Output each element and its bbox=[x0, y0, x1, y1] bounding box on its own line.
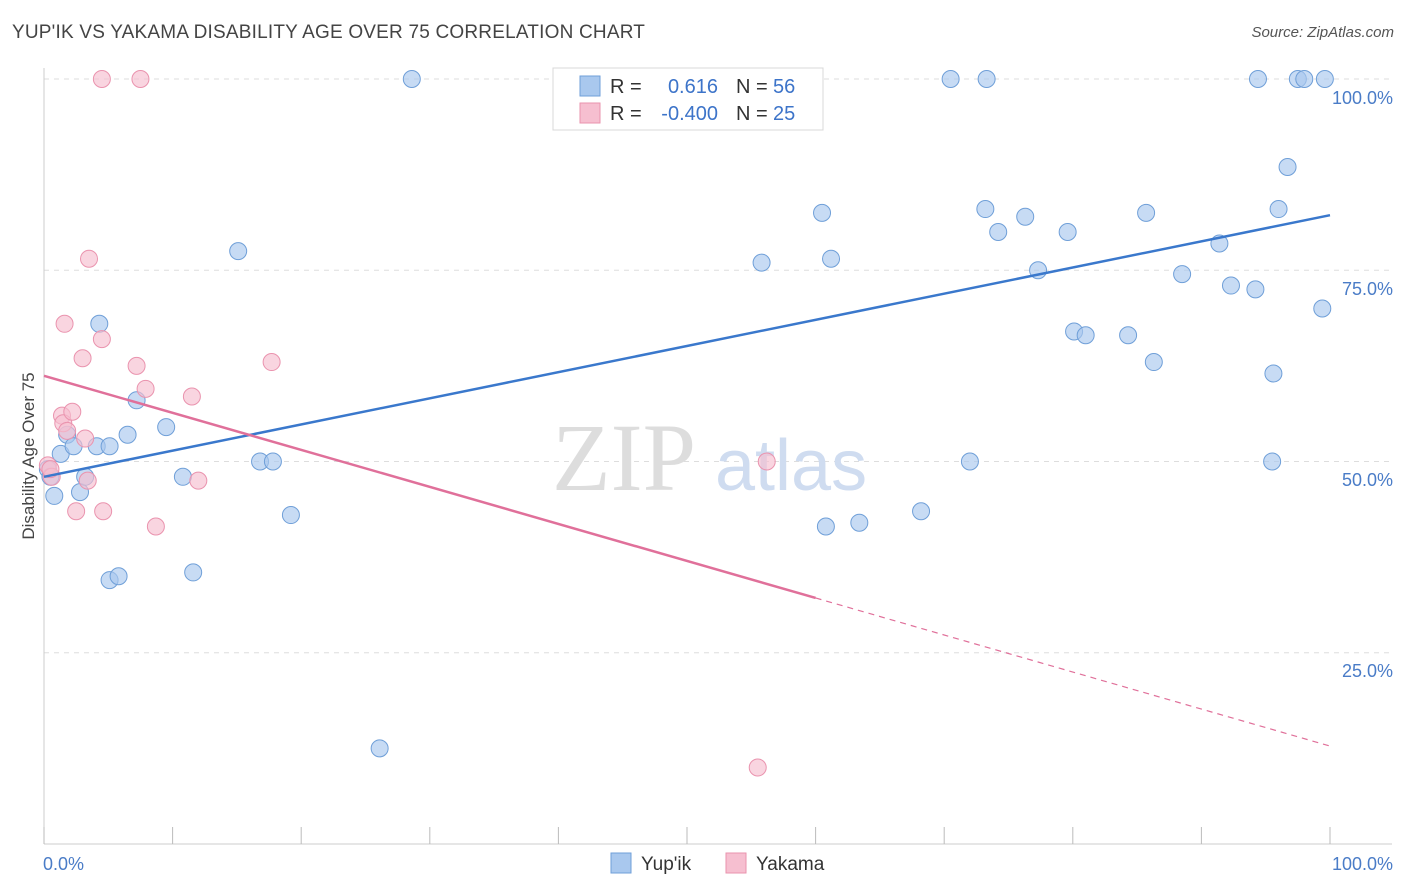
point-yakama-15 bbox=[127, 356, 146, 375]
point-yakama-9 bbox=[76, 429, 95, 448]
point-yupik-51 bbox=[1269, 200, 1288, 219]
point-yakama-8 bbox=[73, 349, 92, 368]
point-yupik-22 bbox=[370, 739, 389, 758]
y-tick-label-3: 25.0% bbox=[1342, 661, 1393, 681]
point-yupik-15 bbox=[157, 418, 176, 437]
point-yupik-16 bbox=[173, 467, 192, 486]
series-legend-swatch-yupik bbox=[610, 852, 632, 874]
point-yupik-38 bbox=[1058, 223, 1077, 241]
point-yupik-10 bbox=[100, 437, 119, 456]
point-yupik-36 bbox=[1016, 207, 1035, 226]
point-yupik-31 bbox=[941, 70, 960, 88]
legend-swatch-yakama bbox=[579, 102, 601, 124]
point-yupik-55 bbox=[1315, 70, 1334, 88]
point-yakama-4 bbox=[55, 314, 74, 333]
tick-labels: 100.0% 75.0% 50.0% 25.0% 0.0% 100.0% bbox=[43, 88, 1393, 874]
point-yupik-21 bbox=[281, 506, 300, 525]
legend-n-value-yakama: 25 bbox=[773, 103, 795, 125]
point-yakama-18 bbox=[146, 517, 165, 536]
trend-line-yakama bbox=[43, 374, 816, 600]
point-yupik-42 bbox=[1137, 203, 1156, 222]
legend-r-label-yupik: R = bbox=[610, 76, 642, 98]
point-yupik-23 bbox=[402, 70, 421, 88]
trend-line-yupik bbox=[43, 213, 1331, 479]
point-yupik-30 bbox=[912, 502, 931, 521]
point-yupik-18 bbox=[229, 242, 248, 261]
y-axis-label: Disability Age Over 75 bbox=[19, 372, 38, 539]
point-yakama-17 bbox=[136, 379, 155, 398]
point-yupik-27 bbox=[816, 517, 835, 536]
watermark-atlas: atlas bbox=[715, 426, 867, 506]
point-yupik-17 bbox=[184, 563, 203, 582]
point-yakama-23 bbox=[757, 452, 776, 471]
point-yupik-26 bbox=[813, 203, 832, 222]
series-legend-swatch-yakama bbox=[725, 852, 747, 874]
point-yupik-43 bbox=[1144, 353, 1163, 372]
point-yupik-28 bbox=[822, 249, 841, 268]
point-yupik-32 bbox=[960, 452, 979, 471]
point-yupik-52 bbox=[1278, 157, 1297, 176]
series-legend-label-yakama: Yakama bbox=[756, 854, 825, 875]
point-yupik-49 bbox=[1263, 452, 1282, 471]
point-yakama-21 bbox=[262, 353, 281, 372]
point-yakama-5 bbox=[58, 421, 77, 440]
point-yupik-20 bbox=[263, 452, 282, 471]
point-yakama-12 bbox=[92, 330, 111, 349]
point-yupik-46 bbox=[1221, 276, 1240, 295]
point-yakama-22 bbox=[748, 758, 767, 777]
legend-swatch-yupik bbox=[579, 75, 601, 97]
point-yupik-48 bbox=[1248, 70, 1267, 88]
point-yakama-13 bbox=[94, 502, 113, 521]
series-yupik-points bbox=[38, 70, 1334, 758]
y-tick-label-0: 100.0% bbox=[1332, 88, 1393, 108]
legend-n-label-yupik: N = bbox=[736, 76, 768, 98]
legend-n-value-yupik: 56 bbox=[773, 76, 795, 98]
source-label: Source: ZipAtlas.com bbox=[1251, 24, 1394, 41]
point-yupik-29 bbox=[850, 513, 869, 532]
legend-r-value-yakama: -0.400 bbox=[661, 103, 718, 125]
y-tick-label-2: 50.0% bbox=[1342, 470, 1393, 490]
point-yupik-41 bbox=[1119, 326, 1138, 345]
point-yupik-34 bbox=[977, 70, 996, 88]
point-yakama-20 bbox=[189, 471, 208, 490]
point-yupik-47 bbox=[1246, 280, 1265, 299]
series-legend: Yup'ik Yakama bbox=[610, 852, 825, 875]
point-yupik-35 bbox=[989, 223, 1008, 241]
point-yupik-40 bbox=[1076, 326, 1095, 345]
point-yakama-11 bbox=[80, 249, 99, 268]
y-tick-label-1: 75.0% bbox=[1342, 279, 1393, 299]
point-yupik-44 bbox=[1173, 265, 1192, 284]
series-legend-label-yupik: Yup'ik bbox=[641, 854, 692, 875]
trend-lines bbox=[43, 213, 1331, 747]
axes bbox=[43, 68, 1392, 845]
legend-n-label-yakama: N = bbox=[736, 103, 768, 125]
legend-r-value-yupik: 0.616 bbox=[668, 76, 718, 98]
point-yupik-2 bbox=[45, 486, 64, 505]
x-tick-label-0: 0.0% bbox=[43, 854, 84, 874]
grid-lines bbox=[44, 78, 1392, 654]
point-yupik-12 bbox=[109, 567, 128, 586]
point-yakama-16 bbox=[131, 70, 150, 88]
legend-r-label-yakama: R = bbox=[610, 103, 642, 125]
correlation-legend: R = 0.616 N = 56 R = -0.400 N = 25 bbox=[552, 67, 824, 131]
chart-title: YUP'IK VS YAKAMA DISABILITY AGE OVER 75 … bbox=[12, 22, 646, 43]
trend-line-yakama-extension bbox=[815, 597, 1331, 747]
point-yupik-24 bbox=[752, 253, 771, 272]
point-yupik-13 bbox=[118, 425, 137, 444]
point-yupik-56 bbox=[1313, 299, 1332, 318]
x-tick-label-1: 100.0% bbox=[1332, 854, 1393, 874]
point-yakama-19 bbox=[182, 387, 201, 406]
point-yupik-50 bbox=[1264, 364, 1283, 383]
point-yakama-6 bbox=[63, 402, 82, 421]
point-yakama-7 bbox=[67, 502, 86, 521]
point-yupik-33 bbox=[976, 200, 995, 219]
watermark-zip: ZIP bbox=[552, 404, 696, 511]
point-yupik-54 bbox=[1295, 70, 1314, 88]
point-yupik-9 bbox=[90, 314, 109, 333]
point-yakama-14 bbox=[92, 70, 111, 88]
point-yakama-10 bbox=[78, 471, 97, 490]
series-yakama-points bbox=[38, 70, 776, 777]
